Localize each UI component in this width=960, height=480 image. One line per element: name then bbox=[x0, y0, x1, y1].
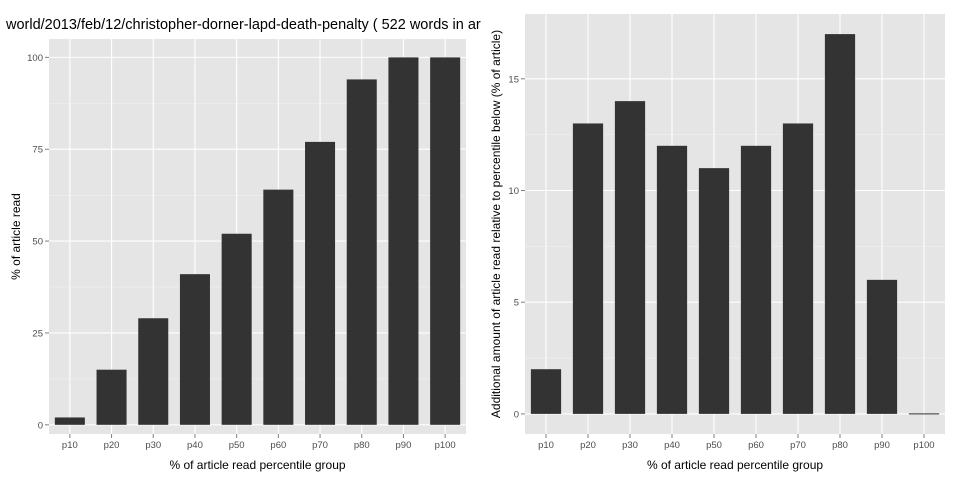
y-axis-title: % of article read bbox=[9, 193, 23, 280]
x-axis-title: % of article read percentile group bbox=[169, 458, 345, 472]
bar-p70 bbox=[782, 123, 814, 414]
bar-p20 bbox=[572, 123, 604, 414]
x-tick-label: p60 bbox=[748, 440, 764, 451]
y-tick-label: 15 bbox=[508, 74, 519, 85]
x-tick-label: p80 bbox=[832, 440, 848, 451]
x-tick-label: p70 bbox=[312, 440, 328, 451]
bar-p40 bbox=[656, 145, 688, 414]
y-tick-label: 50 bbox=[32, 237, 43, 248]
x-tick-label: p70 bbox=[790, 440, 806, 451]
chart-title: world/2013/feb/12/christopher-dorner-lap… bbox=[5, 17, 481, 33]
bar-p80 bbox=[824, 34, 856, 414]
y-tick-label: 100 bbox=[27, 53, 43, 64]
bar-p60 bbox=[740, 145, 772, 414]
x-tick-label: p40 bbox=[187, 440, 203, 451]
bar-p60 bbox=[263, 189, 294, 425]
x-tick-label: p100 bbox=[913, 440, 934, 451]
bar-p100 bbox=[908, 413, 940, 415]
bar-p90 bbox=[388, 57, 419, 425]
y-tick-label: 25 bbox=[32, 328, 43, 339]
bar-p80 bbox=[346, 79, 377, 425]
x-tick-label: p50 bbox=[229, 440, 245, 451]
x-tick-label: p20 bbox=[580, 440, 596, 451]
bar-p90 bbox=[866, 279, 898, 414]
bar-p30 bbox=[614, 101, 646, 414]
y-tick-label: 10 bbox=[508, 186, 519, 197]
x-axis-title: % of article read percentile group bbox=[647, 458, 823, 472]
y-axis-title: Additional amount of article read relati… bbox=[489, 30, 503, 418]
x-tick-label: p20 bbox=[104, 440, 120, 451]
bar-p10 bbox=[530, 369, 562, 414]
y-tick-label: 0 bbox=[38, 420, 43, 431]
right-chart-panel: 0 5 10 15 p10 p20 p30 p40 p50 p60 p70 p80 p90 p100 % o… bbox=[489, 14, 945, 472]
left-chart-panel: 0 25 50 75 100 p10 p20 p30 p40 p50 p60 p70 p80 p90 p10… bbox=[9, 39, 466, 472]
x-tick-label: p60 bbox=[270, 440, 286, 451]
bar-p30 bbox=[138, 318, 169, 425]
bar-p20 bbox=[96, 369, 127, 425]
bar-p40 bbox=[179, 274, 210, 425]
x-tick-label: p30 bbox=[145, 440, 161, 451]
x-tick-label: p80 bbox=[354, 440, 370, 451]
x-tick-label: p50 bbox=[706, 440, 722, 451]
y-tick-label: 0 bbox=[514, 409, 519, 420]
y-tick-label: 5 bbox=[514, 298, 519, 309]
x-tick-label: p30 bbox=[622, 440, 638, 451]
bar-p70 bbox=[305, 141, 336, 425]
x-tick-label: p90 bbox=[874, 440, 890, 451]
y-tick-label: 75 bbox=[32, 145, 43, 156]
bar-p50 bbox=[698, 168, 730, 414]
x-tick-label: p90 bbox=[396, 440, 412, 451]
x-tick-label: p10 bbox=[62, 440, 78, 451]
bar-p50 bbox=[221, 233, 252, 425]
x-tick-label: p10 bbox=[538, 440, 554, 451]
bar-p100 bbox=[430, 57, 461, 425]
x-tick-label: p40 bbox=[664, 440, 680, 451]
x-tick-label: p100 bbox=[435, 440, 456, 451]
bar-p10 bbox=[54, 417, 85, 425]
